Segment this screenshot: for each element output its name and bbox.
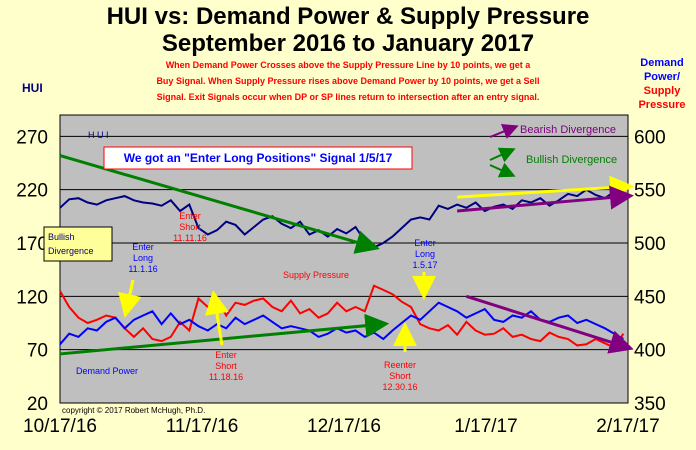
series-line-supply-pressure [59, 284, 625, 349]
right-ticks: 350 400 450 500 550 600 [634, 127, 666, 415]
annotation-enter-short-11-11-16: Enter Short 11.11.16 [173, 211, 207, 243]
left-tick-label: 70 [27, 341, 48, 362]
left-ticks: 20 70 120 170 220 270 [16, 127, 48, 415]
arrow-bearish-divergence [489, 124, 519, 139]
right-tick-label: 550 [634, 181, 666, 202]
x-tick-label: 11/17/16 [166, 416, 239, 437]
chart-subtitle: September 2016 to January 2017 [162, 30, 534, 57]
right-axis-label-line-4: Pressure [638, 99, 685, 111]
right-axis-label-line-1: Demand [640, 57, 683, 69]
annotation-supply-pressure: Supply Pressure [283, 270, 349, 280]
x-tick-label: 1/17/17 [454, 416, 517, 437]
signal-box-text: We got an "Enter Long Positions" Signal … [124, 151, 393, 165]
rule-text-line-3: Signal. Exit Signals occur when DP or SP… [157, 92, 540, 102]
signal-box [103, 146, 413, 170]
left-tick-label: 220 [16, 181, 48, 202]
arrow-enter-long-11-1-16 [118, 279, 142, 318]
arrow-bullish-divergence-right-2 [489, 162, 516, 178]
rule-text-line-2: Buy Signal. When Supply Pressure rises a… [156, 76, 539, 86]
right-tick-label: 450 [634, 287, 666, 308]
right-axis-label-line-2: Power/ [644, 71, 680, 83]
annotation-demand-power: Demand Power [76, 366, 138, 376]
trend-line-hui-uptrend-upper [457, 175, 634, 200]
x-tick-label: 12/17/16 [307, 416, 381, 437]
x-tick-label: 2/17/17 [596, 416, 659, 437]
trend-line-hui-downtrend [59, 154, 380, 254]
rule-text-line-1: When Demand Power Crosses above the Supp… [166, 60, 532, 70]
annotation-enter-short-11-18-16: Enter Short 11.18.16 [209, 350, 243, 382]
x-tick-label: 10/17/16 [23, 416, 97, 437]
left-axis-label: HUI [22, 81, 43, 95]
right-tick-label: 400 [634, 341, 666, 362]
annotation-enter-long-1-5-17: Enter Long 1.5.17 [412, 238, 437, 270]
left-tick-label: 20 [27, 394, 48, 415]
left-tick-label: 120 [16, 287, 48, 308]
annotation-bearish-divergence: Bearish Divergence [520, 124, 616, 136]
left-tick-label: 270 [16, 127, 48, 148]
bullish-divergence-box [43, 226, 113, 262]
annotation-reenter-short-12-30-16: Reenter Short 12.30.16 [382, 360, 417, 392]
series-line-hui [59, 188, 625, 249]
series [59, 188, 625, 349]
trend-line-sp-downtrend [465, 294, 634, 354]
right-axis-label: Demand Power/ Supply Pressure [638, 57, 685, 111]
copyright: copyright © 2017 Robert McHugh, Ph.D. [62, 406, 205, 415]
x-ticks: 10/17/16 11/17/16 12/17/16 1/17/17 2/17/17 [23, 416, 660, 437]
arrow-bullish-divergence-right-1 [489, 147, 516, 163]
right-tick-label: 600 [634, 127, 666, 148]
series-line-demand-power [59, 301, 624, 345]
chart-title: HUI vs: Demand Power & Supply Pressure [107, 3, 590, 30]
left-tick-label: 170 [16, 234, 48, 255]
trend-line-hui-uptrend-lower [457, 185, 634, 213]
annotation-bullish-divergence-left: Bullish Divergence [48, 232, 94, 256]
right-tick-label: 350 [634, 394, 666, 415]
grid [60, 135, 628, 404]
arrow-enter-short-11-18-16 [205, 290, 229, 346]
annotation-hui-label: H U I [88, 130, 109, 140]
annotation-enter-long-11-1-16: Enter Long 11.1.16 [128, 242, 157, 274]
right-tick-label: 500 [634, 234, 666, 255]
annotation-bullish-divergence-right: Bullish Divergence [526, 154, 617, 166]
right-axis-label-line-3: Supply [644, 85, 682, 97]
